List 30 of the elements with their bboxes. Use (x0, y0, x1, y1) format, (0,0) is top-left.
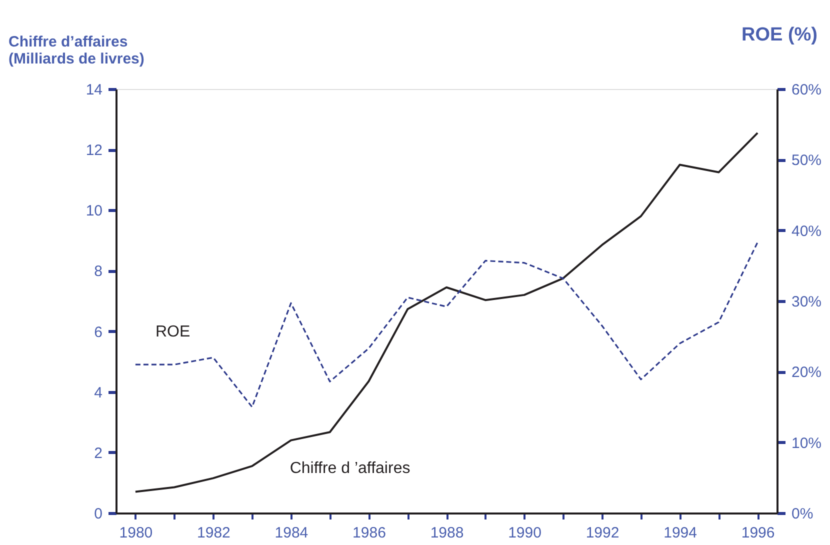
x-tick-label: 1984 (274, 524, 308, 542)
y-tick-label: 10 (86, 202, 102, 220)
series-label: ROE (155, 324, 190, 341)
y2-tick-label: 0% (792, 506, 814, 522)
y-tick-label: 6 (94, 324, 102, 341)
y-tick-label: 14 (86, 82, 102, 98)
x-tick-label: 1990 (508, 524, 542, 542)
y2-tick-label: 30% (792, 294, 822, 310)
x-tick-label: 1982 (197, 524, 230, 542)
y2-tick-label: 10% (792, 434, 822, 452)
y2-tick-label: 20% (792, 364, 822, 382)
series-label: Chiffre d ’affaires (290, 460, 410, 478)
y2-tick-label: 60% (792, 82, 822, 98)
y-tick-label: 2 (94, 444, 102, 462)
line-series (134, 132, 759, 493)
y-axis-title: Chiffre d’affaires (Milliards de livres) (8, 34, 144, 68)
x-tick-label: 1992 (586, 524, 620, 542)
x-tick-label: 1988 (430, 524, 464, 542)
y-tick-label: 0 (94, 506, 102, 522)
x-tick-label: 1986 (352, 524, 386, 542)
y2-tick-label: 40% (792, 222, 822, 240)
y-tick-label: 12 (86, 142, 102, 160)
x-tick-label: 1994 (664, 524, 697, 542)
y-tick-label: 4 (94, 384, 102, 402)
x-tick-label: 1996 (741, 524, 775, 542)
x-tick-label: 1980 (119, 524, 153, 542)
y-tick-label: 8 (94, 263, 102, 280)
y2-tick-label: 50% (792, 152, 822, 170)
line-series (134, 242, 758, 408)
y2-axis-title: ROE (%) (742, 24, 818, 46)
